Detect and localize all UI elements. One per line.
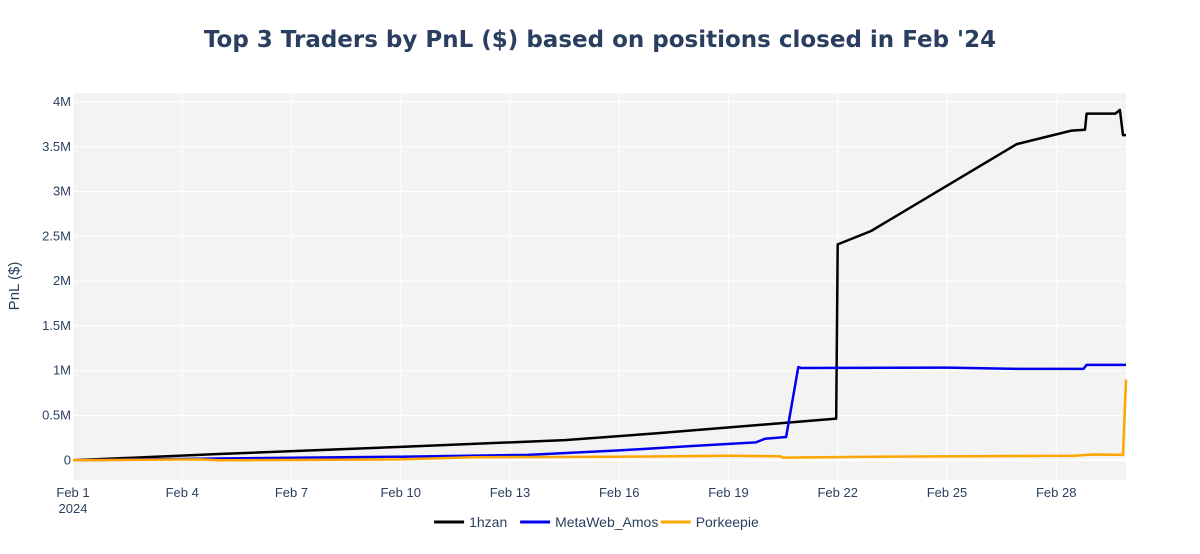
- x-tick-sublabel: 2024: [59, 501, 88, 516]
- y-tick-label: 1M: [53, 363, 71, 378]
- series-line-1hzan[interactable]: [72, 108, 1126, 462]
- y-tick-label: 4M: [53, 94, 71, 109]
- y-tick-label: 0: [64, 452, 71, 467]
- x-tick-label: Feb 25: [927, 485, 967, 500]
- series-layer: [72, 108, 1128, 462]
- chart-title: Top 3 Traders by PnL ($) based on positi…: [204, 27, 996, 53]
- x-tick-label: Feb 7: [275, 485, 308, 500]
- series-line-porkeepie[interactable]: [72, 379, 1128, 462]
- x-tick-label: Feb 22: [817, 485, 857, 500]
- gridlines: [72, 93, 1126, 480]
- legend-label: Porkeepie: [696, 514, 759, 530]
- x-tick-label: Feb 16: [599, 485, 639, 500]
- x-tick-label: Feb 13: [490, 485, 530, 500]
- x-tick-label: Feb 28: [1036, 485, 1076, 500]
- x-tick-label: Feb 19: [708, 485, 748, 500]
- y-axis-ticks: 0 0.5M 1M 1.5M 2M 2.5M 3M 3.5M 4M: [42, 94, 71, 467]
- legend-item[interactable]: MetaWeb_Amos: [520, 514, 658, 530]
- x-tick-label: Feb 1: [56, 485, 89, 500]
- y-tick-label: 2.5M: [42, 228, 71, 243]
- legend[interactable]: 1hzan MetaWeb_Amos Porkeepie: [434, 514, 759, 530]
- y-tick-label: 2M: [53, 273, 71, 288]
- x-tick-label: Feb 4: [166, 485, 199, 500]
- legend-item[interactable]: 1hzan: [434, 514, 507, 530]
- y-tick-label: 0.5M: [42, 408, 71, 423]
- plot-area: [73, 93, 1126, 480]
- legend-label: MetaWeb_Amos: [555, 514, 658, 530]
- y-tick-label: 1.5M: [42, 318, 71, 333]
- y-tick-label: 3.5M: [42, 139, 71, 154]
- legend-label: 1hzan: [469, 514, 507, 530]
- y-tick-label: 3M: [53, 184, 71, 199]
- legend-item[interactable]: Porkeepie: [660, 514, 759, 530]
- y-axis-title: PnL ($): [6, 262, 23, 311]
- series-line-metaweb-amos[interactable]: [72, 363, 1126, 462]
- x-tick-label: Feb 10: [380, 485, 420, 500]
